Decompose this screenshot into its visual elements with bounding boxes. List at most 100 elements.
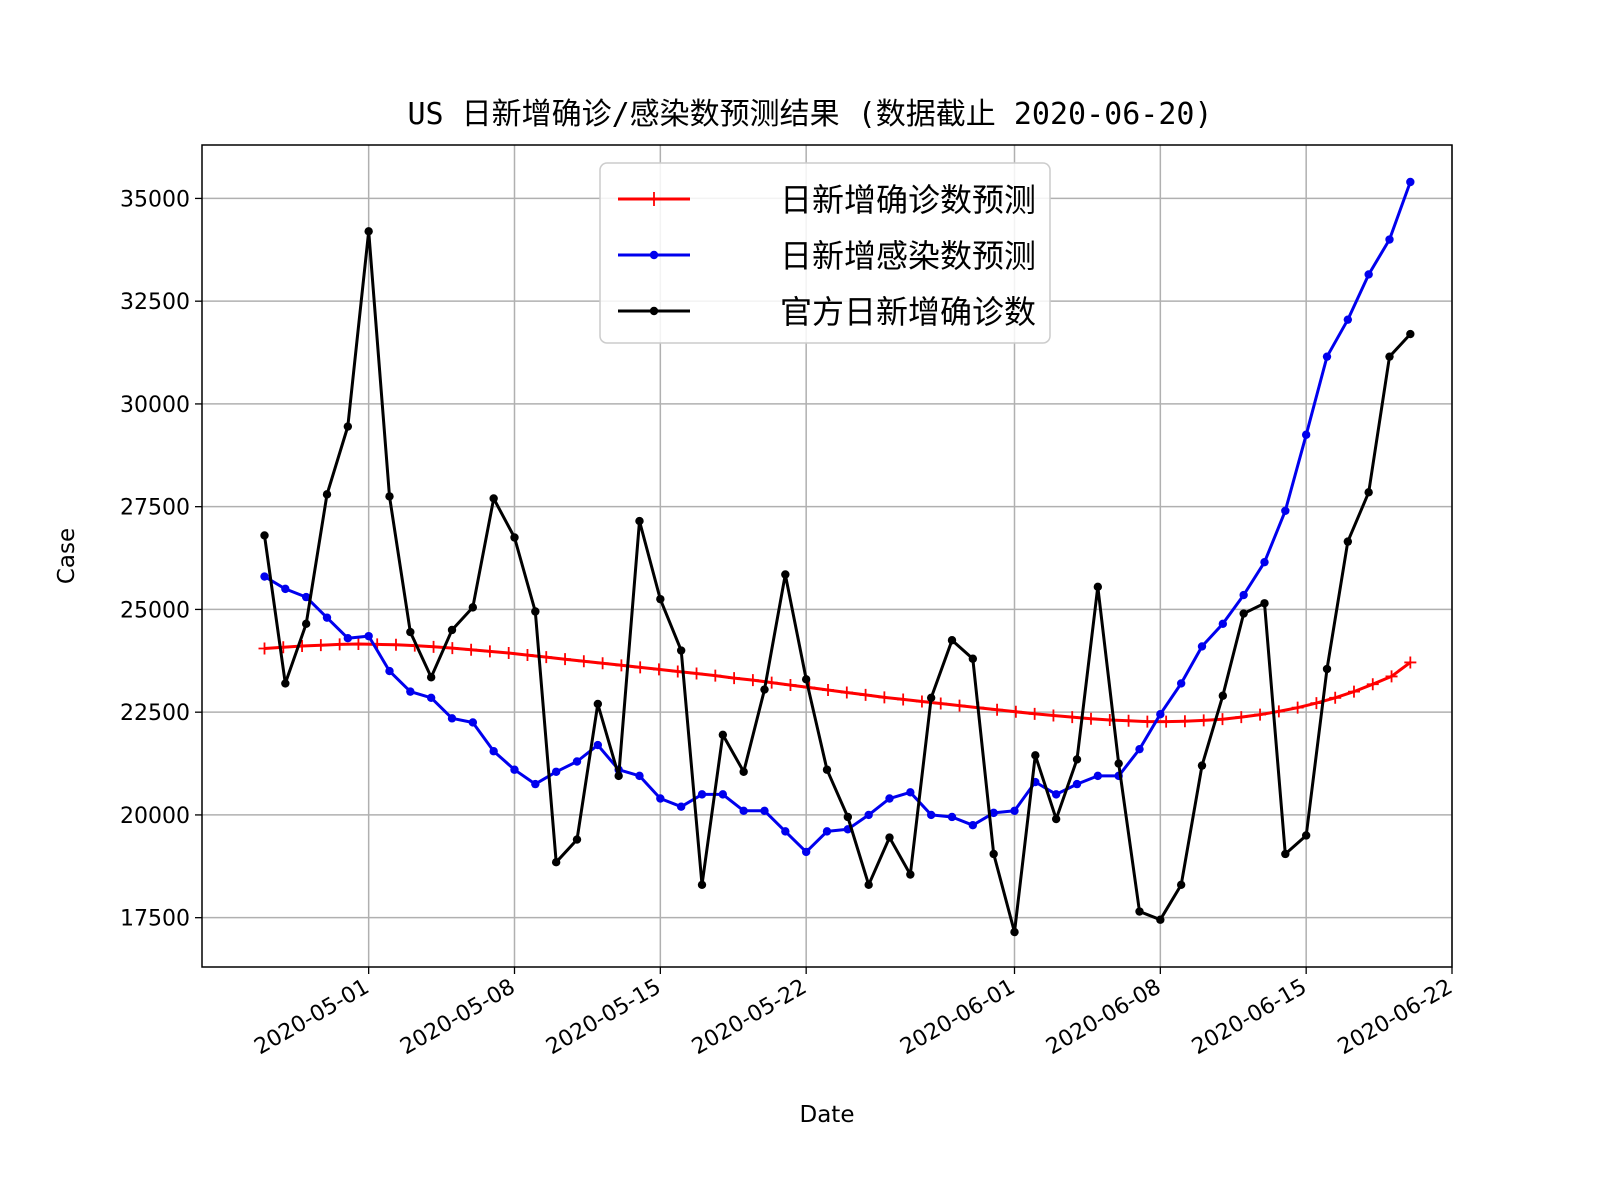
data-point [991, 703, 1004, 716]
data-point [739, 767, 748, 776]
grid [202, 145, 1453, 967]
data-point [822, 683, 835, 696]
data-point [1028, 707, 1041, 720]
data-point [1364, 488, 1373, 497]
data-point [840, 686, 853, 699]
y-axis-ticks: 17500 20000 22500 25000 27500 30000 32500 35000 [120, 187, 202, 932]
data-point [521, 649, 534, 662]
data-point [1114, 759, 1123, 768]
data-point [1093, 582, 1103, 592]
data-point [322, 490, 332, 499]
data-point [322, 613, 332, 622]
data-point [314, 639, 327, 652]
data-point [1197, 714, 1210, 727]
data-point [1385, 352, 1394, 361]
legend-label: 日新增感染数预测 [780, 237, 1036, 275]
data-point [690, 667, 703, 680]
data-point [760, 806, 769, 816]
data-point [878, 691, 891, 704]
data-point [885, 794, 894, 803]
y-axis-label: Case [54, 528, 80, 584]
data-point [697, 880, 707, 889]
data-point [426, 693, 436, 702]
data-point [1385, 670, 1398, 683]
data-point [801, 675, 811, 684]
data-point [1406, 177, 1415, 187]
data-point [483, 645, 496, 658]
data-point [593, 699, 603, 709]
data-point [926, 810, 936, 820]
data-point [593, 740, 603, 750]
data-point [697, 790, 707, 799]
data-point [864, 810, 873, 820]
data-point [572, 835, 582, 844]
x-axis-label: Date [800, 1102, 855, 1128]
data-point [385, 492, 394, 501]
data-point [615, 659, 628, 672]
data-point [1239, 590, 1248, 600]
x-tick-label: 2020-05-15 [542, 975, 665, 1061]
data-point [1197, 642, 1207, 651]
x-tick-label: 2020-05-22 [688, 975, 811, 1061]
data-point [1156, 915, 1165, 924]
data-point [1260, 557, 1269, 567]
data-point [258, 642, 271, 655]
data-point [465, 643, 478, 656]
data-point [709, 669, 722, 682]
y-tick-label: 32500 [120, 290, 190, 315]
series-000000 [260, 227, 1415, 937]
data-point [364, 227, 373, 236]
data-point [947, 812, 957, 822]
data-point [718, 730, 728, 739]
data-point [1404, 656, 1417, 669]
data-point [614, 771, 623, 781]
x-tick-label: 2020-06-01 [896, 975, 1019, 1061]
data-point [906, 870, 915, 879]
data-point [1218, 691, 1228, 700]
data-point [468, 603, 478, 612]
data-point [1347, 685, 1360, 698]
data-point [1216, 713, 1229, 726]
data-point [953, 699, 966, 712]
data-point [406, 627, 415, 637]
data-point [897, 693, 910, 706]
data-point [447, 714, 457, 723]
data-point [551, 857, 561, 867]
data-point [531, 607, 540, 616]
data-point [885, 833, 894, 842]
data-point [468, 718, 478, 727]
data-point [572, 757, 582, 766]
legend-swatch-marker [649, 306, 659, 316]
data-point [364, 631, 373, 641]
data-point [1135, 907, 1144, 916]
data-point [915, 695, 928, 708]
data-point [281, 584, 290, 594]
data-point [989, 808, 998, 818]
data-point [1281, 849, 1290, 859]
data-point [1085, 712, 1097, 725]
y-tick-label: 17500 [120, 907, 190, 932]
series-line [263, 229, 1412, 934]
data-point [947, 636, 957, 645]
data-point [406, 687, 415, 696]
data-point [1343, 537, 1353, 546]
series-layer [258, 177, 1417, 937]
data-point [1135, 744, 1144, 754]
data-point [926, 693, 936, 702]
data-point [1364, 270, 1373, 279]
data-point [551, 767, 561, 776]
data-point [1310, 697, 1323, 710]
data-point [1329, 691, 1342, 704]
data-point [760, 685, 769, 694]
series-line [264, 642, 1412, 724]
data-point [635, 516, 644, 526]
data-point [968, 821, 978, 830]
data-point [968, 654, 978, 663]
data-point [333, 638, 346, 651]
data-point [765, 676, 778, 689]
data-point [822, 765, 832, 774]
data-point [781, 827, 790, 836]
data-point [596, 657, 609, 670]
data-point [489, 494, 498, 503]
